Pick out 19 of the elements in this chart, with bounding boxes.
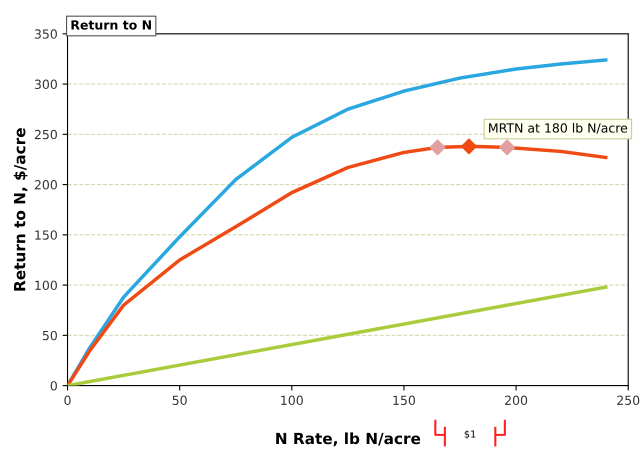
x-tick-label: 250 (617, 396, 640, 406)
chart-title: Return to N (71, 20, 151, 30)
x-tick-label: 100 (281, 396, 303, 406)
text: $1 (464, 430, 476, 439)
y-tick-label: 200 (34, 180, 57, 190)
x-axis-title: N Rate, lb N/acre (276, 432, 420, 446)
annotation: MRTN at 180 lb N/acre (489, 123, 628, 134)
x-tick-label: 150 (393, 396, 416, 406)
y-tick-label: 0 (50, 381, 57, 391)
y-tick-label: 300 (34, 80, 57, 90)
y-tick-label: 250 (34, 130, 57, 140)
y-tick-label: 50 (42, 330, 57, 340)
x-tick-label: 50 (172, 396, 187, 406)
y-axis-title: Return to N, $/acre (14, 128, 28, 291)
x-tick-label: 200 (505, 396, 528, 406)
y-tick-label: 350 (34, 29, 57, 39)
y-tick-label: 100 (35, 280, 57, 290)
x-tick-label: 0 (64, 396, 71, 406)
y-tick-label: 150 (35, 230, 57, 240)
